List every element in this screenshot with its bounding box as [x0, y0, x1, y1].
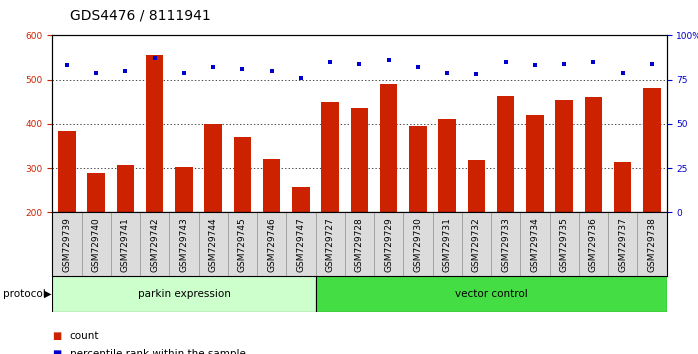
Text: GSM729740: GSM729740 [91, 217, 101, 272]
Bar [82, 212, 111, 276]
Text: GSM729746: GSM729746 [267, 217, 276, 272]
Text: GSM729732: GSM729732 [472, 217, 481, 272]
Bar [549, 212, 579, 276]
Point [617, 70, 628, 75]
Text: GSM729734: GSM729734 [530, 217, 540, 272]
Text: protocol: protocol [3, 289, 46, 299]
Bar [520, 212, 549, 276]
Bar [111, 212, 140, 276]
Bar [257, 212, 286, 276]
Point [91, 70, 102, 75]
Point [413, 64, 424, 70]
Text: ■: ■ [52, 349, 61, 354]
Bar [228, 212, 257, 276]
Point [471, 72, 482, 77]
Text: percentile rank within the sample: percentile rank within the sample [70, 349, 246, 354]
Bar [58, 131, 76, 212]
Text: ▶: ▶ [44, 289, 51, 299]
Text: GSM729727: GSM729727 [326, 217, 335, 272]
Point [383, 57, 394, 63]
Bar [175, 167, 193, 212]
Bar [585, 97, 602, 212]
Text: GSM729733: GSM729733 [501, 217, 510, 272]
Point [588, 59, 599, 65]
Bar [117, 165, 134, 212]
Bar [199, 212, 228, 276]
Bar [614, 161, 632, 212]
Bar [643, 88, 661, 212]
Bar [468, 160, 485, 212]
Text: GSM729741: GSM729741 [121, 217, 130, 272]
Bar [462, 212, 491, 276]
Point [179, 70, 190, 75]
Text: GSM729744: GSM729744 [209, 217, 218, 272]
Text: GSM729730: GSM729730 [413, 217, 422, 272]
Bar [315, 212, 345, 276]
Point [325, 59, 336, 65]
Bar [438, 120, 456, 212]
Bar [380, 84, 397, 212]
Bar [579, 212, 608, 276]
Bar [286, 212, 315, 276]
Text: GSM729742: GSM729742 [150, 217, 159, 272]
Bar [315, 276, 667, 312]
Text: ■: ■ [52, 331, 61, 341]
Text: GSM729739: GSM729739 [63, 217, 71, 272]
Bar [87, 172, 105, 212]
Bar [52, 276, 315, 312]
Point [354, 61, 365, 67]
Bar [556, 101, 573, 212]
Text: GSM729745: GSM729745 [238, 217, 247, 272]
Point [61, 63, 73, 68]
Point [295, 75, 306, 81]
Text: GSM729743: GSM729743 [179, 217, 188, 272]
Point [500, 59, 512, 65]
Bar [322, 102, 339, 212]
Point [149, 56, 161, 61]
Text: GSM729738: GSM729738 [648, 217, 656, 272]
Point [529, 63, 540, 68]
Bar [350, 108, 369, 212]
Point [646, 61, 658, 67]
Bar [433, 212, 462, 276]
Text: GSM729731: GSM729731 [443, 217, 452, 272]
Text: parkin expression: parkin expression [138, 289, 230, 299]
Point [558, 61, 570, 67]
Point [237, 66, 248, 72]
Text: count: count [70, 331, 99, 341]
Point [120, 68, 131, 74]
Text: GDS4476 / 8111941: GDS4476 / 8111941 [70, 9, 211, 23]
Bar [491, 212, 520, 276]
Point [266, 68, 277, 74]
Bar [526, 115, 544, 212]
Text: GSM729729: GSM729729 [384, 217, 393, 272]
Text: GSM729736: GSM729736 [589, 217, 598, 272]
Bar [234, 137, 251, 212]
Bar [170, 212, 199, 276]
Bar [140, 212, 170, 276]
Bar [52, 212, 82, 276]
Bar [263, 159, 281, 212]
Bar [345, 212, 374, 276]
Bar [374, 212, 403, 276]
Bar [146, 55, 163, 212]
Bar [292, 187, 310, 212]
Text: GSM729728: GSM729728 [355, 217, 364, 272]
Text: GSM729737: GSM729737 [618, 217, 628, 272]
Point [207, 64, 218, 70]
Text: vector control: vector control [454, 289, 528, 299]
Bar [637, 212, 667, 276]
Bar [409, 126, 426, 212]
Bar [205, 124, 222, 212]
Text: GSM729735: GSM729735 [560, 217, 569, 272]
Bar [497, 96, 514, 212]
Bar [608, 212, 637, 276]
Bar [403, 212, 433, 276]
Text: GSM729747: GSM729747 [297, 217, 306, 272]
Point [442, 70, 453, 75]
